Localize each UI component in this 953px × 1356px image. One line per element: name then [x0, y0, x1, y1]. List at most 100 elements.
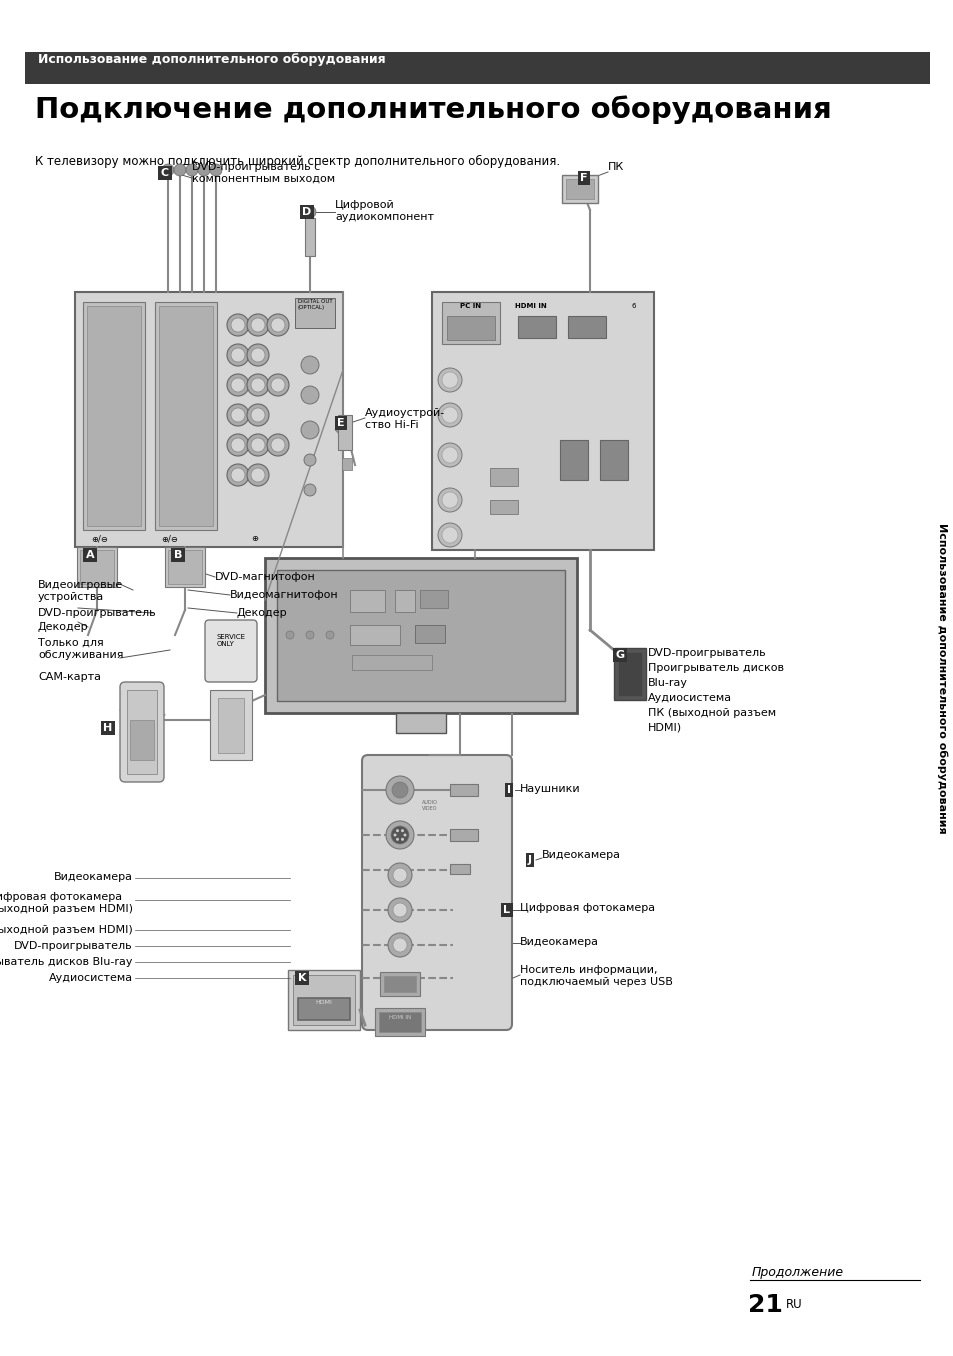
Bar — [384, 976, 416, 993]
Bar — [265, 559, 577, 713]
Bar — [168, 551, 202, 584]
Bar — [288, 970, 359, 1031]
Text: H: H — [103, 723, 112, 734]
Bar — [450, 829, 477, 841]
Circle shape — [393, 938, 407, 952]
Circle shape — [393, 868, 407, 881]
Bar — [375, 1008, 424, 1036]
Bar — [130, 720, 153, 759]
Circle shape — [231, 468, 245, 481]
Bar — [77, 546, 117, 587]
Circle shape — [393, 903, 407, 917]
Bar — [517, 316, 556, 338]
Circle shape — [306, 631, 314, 639]
Text: HDMI): HDMI) — [647, 723, 681, 734]
Bar — [341, 458, 352, 471]
Circle shape — [388, 862, 412, 887]
Text: B: B — [173, 551, 182, 560]
Text: ⊕: ⊕ — [252, 534, 258, 542]
Bar — [154, 302, 216, 530]
Circle shape — [395, 829, 398, 833]
Text: G: G — [615, 650, 624, 660]
Circle shape — [251, 438, 265, 452]
Text: PC IN: PC IN — [460, 302, 481, 309]
Text: Аудиосистема: Аудиосистема — [49, 974, 132, 983]
Text: Видеокамера: Видеокамера — [519, 937, 598, 946]
Bar — [87, 306, 141, 526]
Bar — [350, 625, 399, 645]
Bar — [565, 179, 594, 199]
Text: E: E — [336, 418, 344, 428]
Circle shape — [437, 443, 461, 466]
Text: ⊕/⊖: ⊕/⊖ — [161, 534, 178, 542]
Text: J: J — [527, 856, 532, 865]
Circle shape — [441, 492, 457, 508]
Text: RU: RU — [785, 1298, 801, 1311]
Text: Видеокамера: Видеокамера — [54, 872, 132, 881]
Circle shape — [227, 374, 249, 396]
Text: D: D — [302, 207, 312, 217]
Bar — [432, 292, 654, 551]
Circle shape — [304, 484, 315, 496]
Text: Видеомагнитофон: Видеомагнитофон — [230, 590, 338, 599]
Circle shape — [227, 315, 249, 336]
Text: Только для
обслуживания: Только для обслуживания — [38, 639, 123, 659]
Bar — [210, 690, 252, 759]
Text: 21: 21 — [747, 1294, 782, 1317]
Circle shape — [227, 464, 249, 485]
Text: AUDIO
VIDEO: AUDIO VIDEO — [421, 800, 437, 811]
Text: DVD-проигрыватель с
компонентным выходом: DVD-проигрыватель с компонентным выходом — [192, 161, 335, 183]
Bar — [159, 306, 213, 526]
Text: Blu-ray: Blu-ray — [647, 678, 687, 687]
Circle shape — [304, 454, 315, 466]
Circle shape — [251, 319, 265, 332]
Circle shape — [392, 782, 408, 797]
Text: L: L — [503, 904, 510, 915]
Circle shape — [247, 434, 269, 456]
Text: Подключение дополнительного оборудования: Подключение дополнительного оборудования — [35, 95, 831, 123]
Bar — [561, 175, 598, 203]
Circle shape — [251, 378, 265, 392]
Bar — [379, 972, 419, 997]
Circle shape — [231, 408, 245, 422]
Text: ПК (выходной разъем: ПК (выходной разъем — [647, 708, 776, 717]
FancyBboxPatch shape — [205, 620, 256, 682]
Circle shape — [162, 164, 173, 176]
Circle shape — [247, 374, 269, 396]
Bar — [352, 655, 432, 670]
Text: Проигрыватель дисков Blu-ray: Проигрыватель дисков Blu-ray — [0, 957, 132, 967]
Text: 6: 6 — [631, 302, 636, 309]
Text: Аудиоустрой-
ство Hi-Fi: Аудиоустрой- ство Hi-Fi — [365, 408, 445, 430]
Circle shape — [198, 164, 210, 176]
Bar — [614, 648, 645, 700]
Circle shape — [437, 488, 461, 513]
FancyBboxPatch shape — [120, 682, 164, 782]
Bar — [559, 439, 587, 480]
Bar — [25, 52, 929, 84]
Bar — [165, 546, 205, 587]
Circle shape — [437, 523, 461, 546]
Circle shape — [301, 386, 318, 404]
Text: Аудиосистема: Аудиосистема — [647, 693, 731, 702]
Text: К телевизору можно подключить широкий спектр дополнительного оборудования.: К телевизору можно подключить широкий сп… — [35, 155, 559, 168]
Circle shape — [388, 933, 412, 957]
Circle shape — [247, 404, 269, 426]
Text: Цифровая фотокамера
(выходной разъем HDMI): Цифровая фотокамера (выходной разъем HDM… — [0, 892, 132, 914]
Text: DIGITAL OUT
(OPTICAL): DIGITAL OUT (OPTICAL) — [297, 300, 332, 309]
Circle shape — [393, 834, 396, 837]
Bar — [450, 864, 470, 875]
Circle shape — [227, 344, 249, 366]
Circle shape — [403, 834, 406, 837]
Circle shape — [437, 367, 461, 392]
Circle shape — [267, 315, 289, 336]
Circle shape — [441, 527, 457, 542]
Circle shape — [231, 378, 245, 392]
Text: C: C — [161, 168, 169, 178]
Circle shape — [400, 838, 403, 841]
Bar — [297, 998, 350, 1020]
Bar — [567, 316, 605, 338]
Bar — [450, 784, 477, 796]
Bar — [75, 292, 343, 546]
Bar — [83, 302, 145, 530]
Text: Декодер: Декодер — [236, 607, 287, 618]
